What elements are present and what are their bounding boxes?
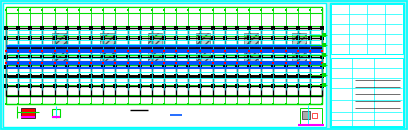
Bar [196,33,210,61]
Bar [6,7,322,104]
Bar [244,33,258,61]
Bar [292,33,306,61]
Bar [331,4,403,54]
Bar [52,33,66,61]
Bar [3,3,326,127]
Bar [331,58,403,126]
Bar [330,3,404,127]
Bar [6,7,322,13]
Bar [312,113,317,118]
Bar [148,33,162,61]
Bar [302,111,310,119]
Bar [100,33,114,61]
Bar [52,109,60,117]
Bar [21,108,35,118]
Bar [300,108,322,124]
